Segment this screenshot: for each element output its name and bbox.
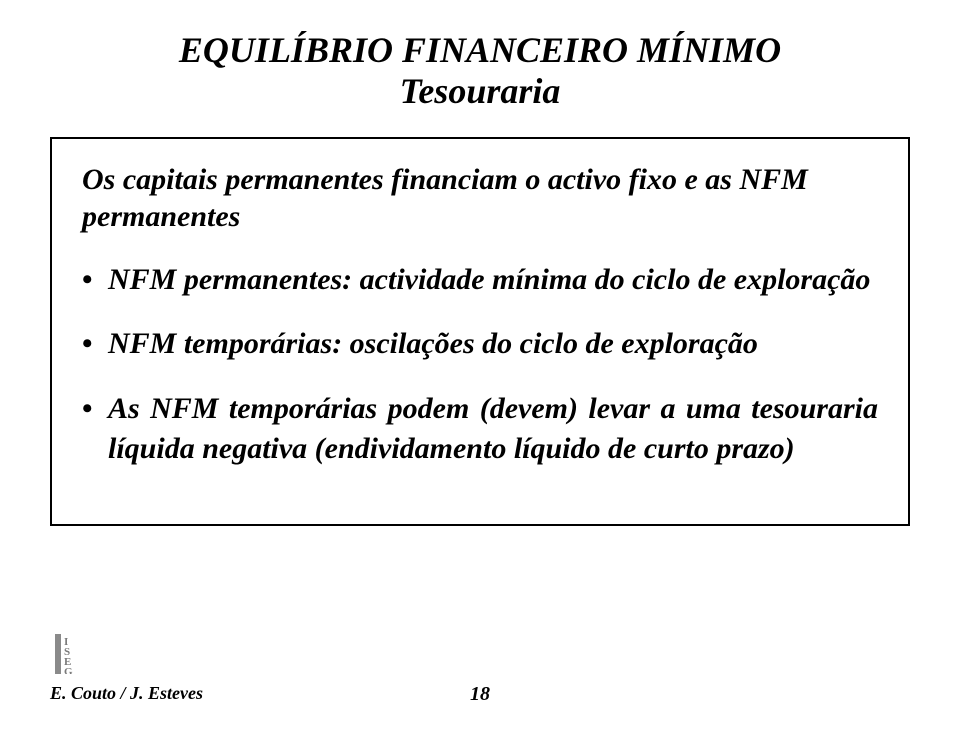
svg-text:G: G <box>64 666 73 674</box>
slide-root: EQUILÍBRIO FINANCEIRO MÍNIMO Tesouraria … <box>0 0 960 730</box>
slide-title: EQUILÍBRIO FINANCEIRO MÍNIMO Tesouraria <box>50 30 910 113</box>
footer-author: E. Couto / J. Esteves <box>50 683 203 704</box>
title-line-2: Tesouraria <box>400 71 561 111</box>
bullet-item: As NFM temporárias podem (devem) levar a… <box>82 389 878 470</box>
bullet-item: NFM temporárias: oscilações do ciclo de … <box>82 324 878 365</box>
page-number: 18 <box>470 683 490 706</box>
title-line-1: EQUILÍBRIO FINANCEIRO MÍNIMO <box>179 30 781 70</box>
bullet-list: NFM permanentes: actividade mínima do ci… <box>82 260 878 470</box>
content-box: Os capitais permanentes financiam o acti… <box>50 137 910 526</box>
lead-paragraph: Os capitais permanentes financiam o acti… <box>82 161 878 236</box>
bullet-item: NFM permanentes: actividade mínima do ci… <box>82 260 878 301</box>
isec-logo-icon: I S E G <box>55 634 83 674</box>
